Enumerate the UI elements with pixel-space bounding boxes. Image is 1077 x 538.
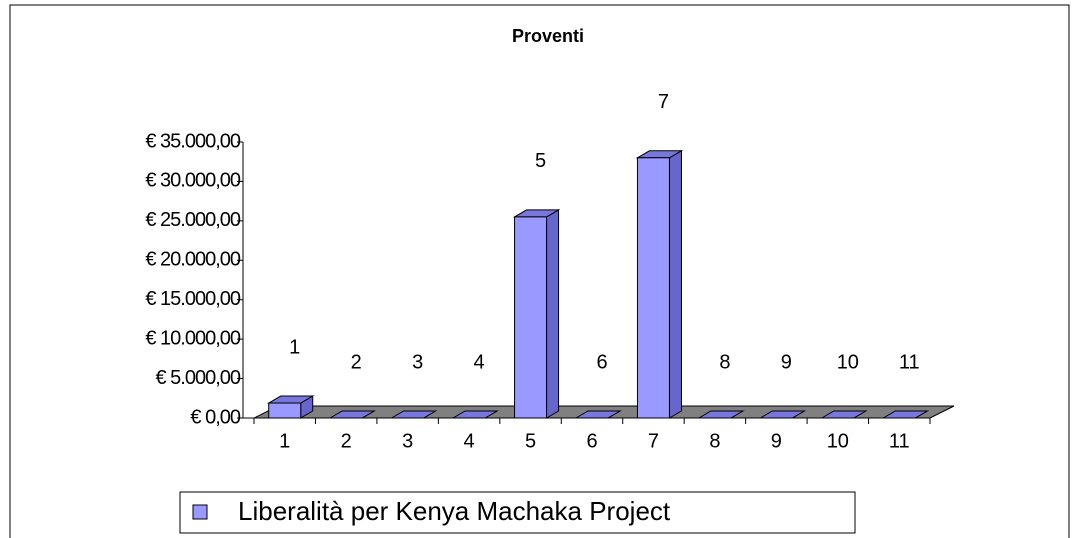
y-tick-label: € 20.000,00 <box>145 249 241 271</box>
y-tick-label: € 10.000,00 <box>145 327 241 349</box>
data-label: 5 <box>535 150 546 172</box>
data-label: 6 <box>596 351 607 373</box>
x-tick-label: 7 <box>648 430 659 452</box>
bar-top <box>451 410 499 419</box>
x-tick-label: 2 <box>341 430 352 452</box>
data-label: 9 <box>781 351 792 373</box>
bar-top <box>697 410 745 419</box>
y-tick-label: € 35.000,00 <box>145 130 241 152</box>
bar-top <box>881 410 930 419</box>
bar <box>268 402 302 419</box>
legend-box <box>179 491 856 534</box>
data-label: 4 <box>474 351 485 373</box>
data-label: 11 <box>899 351 920 373</box>
y-tick-label: € 0,00 <box>190 406 240 428</box>
bar-top <box>574 410 622 419</box>
bar <box>636 157 670 419</box>
chart-title: Proventi <box>512 26 584 46</box>
bar-top <box>819 410 868 419</box>
bar-top <box>758 410 807 419</box>
x-tick-label: 1 <box>279 430 290 452</box>
bar <box>514 216 548 419</box>
x-tick-label: 9 <box>771 430 782 452</box>
x-tick-label: 4 <box>464 430 475 452</box>
x-tick-label: 11 <box>889 430 910 452</box>
bar-top <box>328 410 377 419</box>
legend-swatch <box>192 504 208 520</box>
data-label: 2 <box>351 351 362 373</box>
data-label: 1 <box>289 336 300 358</box>
legend-label: Liberalità per Kenya Machaka Project <box>238 496 671 526</box>
data-label: 7 <box>658 91 669 113</box>
bar-top <box>389 410 438 419</box>
x-tick-label: 8 <box>709 430 720 452</box>
chart-frame <box>9 4 1070 538</box>
y-tick-label: € 15.000,00 <box>145 288 241 310</box>
data-label: 8 <box>719 351 730 373</box>
x-tick-label: 6 <box>586 430 597 452</box>
bar-side <box>546 209 560 419</box>
x-tick-label: 5 <box>525 430 536 452</box>
data-label: 3 <box>412 351 423 373</box>
y-tick-label: € 30.000,00 <box>145 170 241 192</box>
bar-side <box>668 149 682 419</box>
y-tick-label: € 25.000,00 <box>145 209 241 231</box>
y-tick-label: € 5.000,00 <box>155 367 240 389</box>
x-tick-label: 10 <box>827 430 849 452</box>
x-tick-label: 3 <box>402 430 413 452</box>
data-label: 10 <box>837 351 859 373</box>
